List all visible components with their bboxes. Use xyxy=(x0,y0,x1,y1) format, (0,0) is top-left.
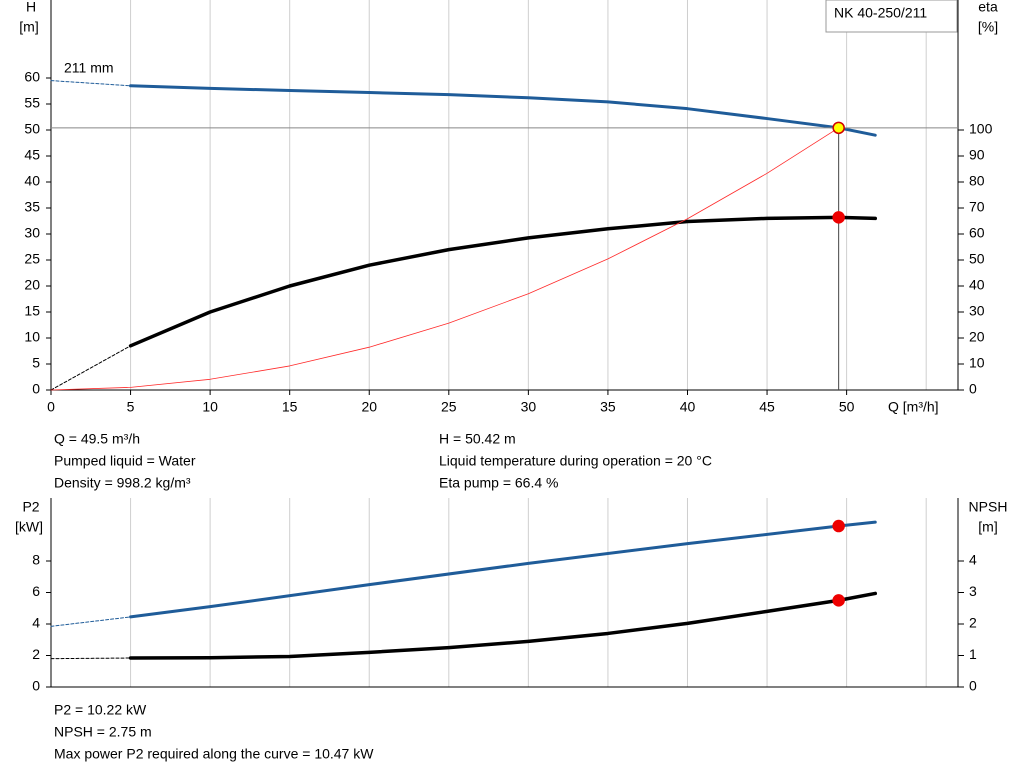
x-tick-label: 10 xyxy=(202,399,218,415)
info-text: Q = 49.5 m³/h xyxy=(54,431,140,447)
curve xyxy=(129,84,877,137)
y2-tick-label: 40 xyxy=(969,277,985,293)
x-tick-label: 45 xyxy=(759,399,775,415)
y-tick-label: 40 xyxy=(24,173,40,189)
x-tick-label: 50 xyxy=(839,399,855,415)
product-box xyxy=(825,0,958,33)
y2-tick-label: 100 xyxy=(969,121,993,137)
y2-axis-unit: [%] xyxy=(978,19,998,35)
curve-extension xyxy=(50,657,132,660)
y2-tick-label: 0 xyxy=(969,678,977,694)
info-text: Density = 998.2 kg/m³ xyxy=(54,475,191,491)
y-tick-label: 0 xyxy=(32,678,40,694)
curve-extension xyxy=(50,345,132,391)
y2-tick-label: 80 xyxy=(969,173,985,189)
y2-axis-label: eta xyxy=(978,0,998,15)
info-text: Pumped liquid = Water xyxy=(54,453,196,469)
y2-tick-label: 1 xyxy=(969,646,977,662)
y-tick-label: 25 xyxy=(24,251,40,267)
y2-axis-label: NPSH xyxy=(969,499,1008,515)
y-tick-label: 30 xyxy=(24,225,40,241)
impeller-label: 211 mm xyxy=(64,60,114,76)
info-text: Eta pump = 66.4 % xyxy=(439,475,558,491)
x-tick-label: 20 xyxy=(361,399,377,415)
x-tick-label: 5 xyxy=(127,399,135,415)
curve xyxy=(128,591,878,660)
info-text: NPSH = 2.75 m xyxy=(54,724,152,740)
duty-point xyxy=(832,121,845,135)
info-text: Max power P2 required along the curve = … xyxy=(54,746,374,762)
info-text: P2 = 10.22 kW xyxy=(54,702,147,718)
y-tick-label: 45 xyxy=(24,147,40,163)
duty-point xyxy=(832,211,845,224)
x-axis-label: Q [m³/h] xyxy=(888,399,939,415)
y2-tick-label: 3 xyxy=(969,583,977,599)
product-name: NK 40-250/211 xyxy=(834,5,927,21)
y2-tick-label: 70 xyxy=(969,199,985,215)
x-tick-label: 30 xyxy=(521,399,537,415)
info-text: Liquid temperature during operation = 20… xyxy=(439,453,712,469)
y2-tick-label: 4 xyxy=(969,552,977,568)
y-tick-label: 6 xyxy=(32,583,40,599)
y-axis-unit: [kW] xyxy=(15,519,43,535)
duty-point xyxy=(832,519,845,533)
y2-axis-unit: [m] xyxy=(978,519,997,535)
y-tick-label: 20 xyxy=(24,277,40,293)
y2-tick-label: 90 xyxy=(969,147,985,163)
x-tick-label: 0 xyxy=(47,399,55,415)
curve-extension xyxy=(50,80,132,87)
y2-tick-label: 10 xyxy=(969,355,985,371)
info-text: H = 50.42 m xyxy=(439,431,516,447)
y-tick-label: 60 xyxy=(24,69,40,85)
y-tick-label: 55 xyxy=(24,95,40,111)
x-tick-label: 15 xyxy=(282,399,298,415)
y-axis-label: P2 xyxy=(22,499,39,515)
curve xyxy=(50,127,840,391)
y-axis-label: H xyxy=(26,0,36,15)
y2-tick-label: 20 xyxy=(969,329,985,345)
y2-tick-label: 30 xyxy=(969,303,985,319)
x-tick-label: 25 xyxy=(441,399,457,415)
y-tick-label: 15 xyxy=(24,303,40,319)
y-tick-label: 35 xyxy=(24,199,40,215)
y-tick-label: 0 xyxy=(32,381,40,397)
y-tick-label: 8 xyxy=(32,552,40,568)
curve xyxy=(129,520,877,619)
y-tick-label: 50 xyxy=(24,121,40,137)
y-tick-label: 2 xyxy=(32,646,40,662)
y-tick-label: 4 xyxy=(32,615,40,631)
y2-tick-label: 60 xyxy=(969,225,985,241)
y2-tick-label: 50 xyxy=(969,251,985,267)
curve xyxy=(128,215,878,348)
y2-tick-label: 0 xyxy=(969,381,977,397)
curve-extension xyxy=(50,616,132,627)
y-tick-label: 10 xyxy=(24,329,40,345)
y-tick-label: 5 xyxy=(32,355,40,371)
duty-point xyxy=(832,594,845,607)
y-axis-unit: [m] xyxy=(19,19,38,35)
y2-tick-label: 2 xyxy=(969,615,977,631)
x-tick-label: 35 xyxy=(600,399,616,415)
x-tick-label: 40 xyxy=(680,399,696,415)
